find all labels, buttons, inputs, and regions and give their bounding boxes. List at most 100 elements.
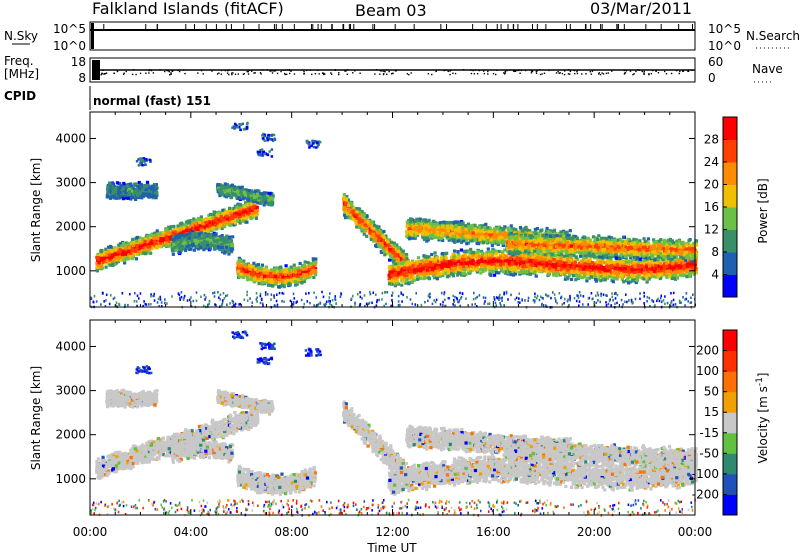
range-gate-cell — [131, 238, 134, 241]
freq-label: Freq. — [4, 54, 34, 68]
range-gate-cell — [400, 284, 403, 287]
nave-dot — [452, 73, 453, 74]
range-gate-cell — [198, 221, 201, 224]
nave-dot — [179, 71, 180, 72]
nave-dot — [505, 71, 506, 72]
range-gate-cell — [109, 245, 112, 248]
range-gate-cell — [257, 266, 260, 269]
range-gate-cell — [131, 249, 134, 252]
nave-dot — [148, 70, 149, 71]
nave-dot — [335, 70, 336, 71]
range-gate-cell — [230, 239, 233, 242]
power-heatmap — [90, 122, 698, 309]
range-gate-cell — [243, 265, 246, 268]
nave-dot — [428, 73, 429, 74]
range-gate-cell — [126, 256, 129, 259]
range-gate-cell — [370, 221, 373, 224]
nave-dot — [569, 73, 570, 74]
range-gate-cell — [112, 259, 115, 262]
range-gate-cell — [213, 240, 216, 243]
nave-dot — [666, 73, 667, 74]
range-gate-cell — [231, 243, 234, 246]
range-gate-cell — [206, 221, 209, 224]
nave-dot — [574, 70, 575, 71]
nave-dot — [248, 71, 249, 72]
range-gate-cell — [117, 250, 120, 253]
range-gate-cell — [121, 244, 124, 247]
nave-dot — [273, 70, 274, 71]
nave-dot — [166, 69, 167, 70]
nave-dot — [253, 72, 254, 73]
range-gate-cell — [236, 219, 239, 222]
range-gate-cell — [279, 265, 282, 268]
range-gate-cell — [146, 235, 149, 238]
nave-dot — [380, 70, 381, 71]
nave-dot — [145, 73, 146, 74]
range-gate-cell — [269, 276, 272, 279]
date-label: 03/Mar/2011 — [590, 0, 692, 18]
nave-dot — [474, 73, 475, 74]
nave-dot — [133, 69, 134, 70]
range-gate-cell — [312, 276, 315, 279]
nave-dot — [352, 72, 353, 73]
range-gate-cell — [143, 243, 146, 246]
range-gate-cell — [96, 269, 99, 272]
range-gate-cell — [177, 235, 180, 238]
nave-dot — [235, 74, 236, 75]
range-gate-cell — [198, 233, 201, 236]
nave-dot — [475, 69, 476, 70]
nave-dot — [471, 73, 472, 74]
range-gate-cell — [284, 280, 287, 283]
range-gate-cell — [308, 265, 311, 268]
nave-dot — [280, 71, 281, 72]
range-gate-cell — [343, 193, 346, 196]
range-gate-cell — [269, 272, 272, 275]
range-gate-cell — [184, 223, 187, 226]
range-gate-cell — [364, 223, 367, 226]
range-gate-cell — [104, 248, 107, 251]
range-gate-cell — [117, 243, 120, 246]
range-gate-cell — [121, 253, 124, 256]
range-gate-cell — [293, 274, 296, 277]
range-gate-cell — [156, 229, 159, 232]
range-gate-cell — [382, 239, 385, 242]
range-gate-cell — [252, 271, 255, 274]
nave-dot — [585, 73, 586, 74]
range-gate-cell — [385, 247, 388, 250]
nave-dot — [168, 70, 169, 71]
range-gate-cell — [238, 259, 241, 262]
nave-dot — [687, 71, 688, 72]
nave-dot — [396, 70, 397, 71]
range-gate-cell — [97, 261, 100, 264]
range-gate-cell — [348, 209, 351, 212]
nave-dot — [282, 69, 283, 70]
nave-dot — [577, 70, 578, 71]
range-gate-cell — [390, 241, 393, 244]
nave-dot — [509, 69, 510, 70]
nave-dot — [478, 70, 479, 71]
range-gate-cell — [268, 284, 271, 287]
nave-dot — [531, 72, 532, 73]
range-gate-cell — [252, 262, 255, 265]
range-gate-cell — [220, 243, 223, 246]
range-gate-cell — [372, 227, 375, 230]
nave-dot — [484, 73, 485, 74]
nave-dot — [102, 70, 103, 71]
nave-dot — [639, 70, 640, 71]
nave-dot — [376, 69, 377, 70]
nave-dot — [592, 71, 593, 72]
nave-dot — [521, 70, 522, 71]
nave-dot — [315, 73, 316, 74]
nave-dot — [231, 74, 232, 75]
nave-dot — [381, 70, 382, 71]
nave-dot — [408, 74, 409, 75]
nave-dot — [449, 70, 450, 71]
range-gate-cell — [380, 242, 383, 245]
range-gate-cell — [209, 239, 212, 242]
nave-dot — [379, 73, 380, 74]
range-gate-cell — [350, 203, 353, 206]
nave-dot — [679, 71, 680, 72]
range-gate-cell — [213, 244, 216, 247]
nave-dot — [388, 71, 389, 72]
range-gate-cell — [242, 276, 245, 279]
